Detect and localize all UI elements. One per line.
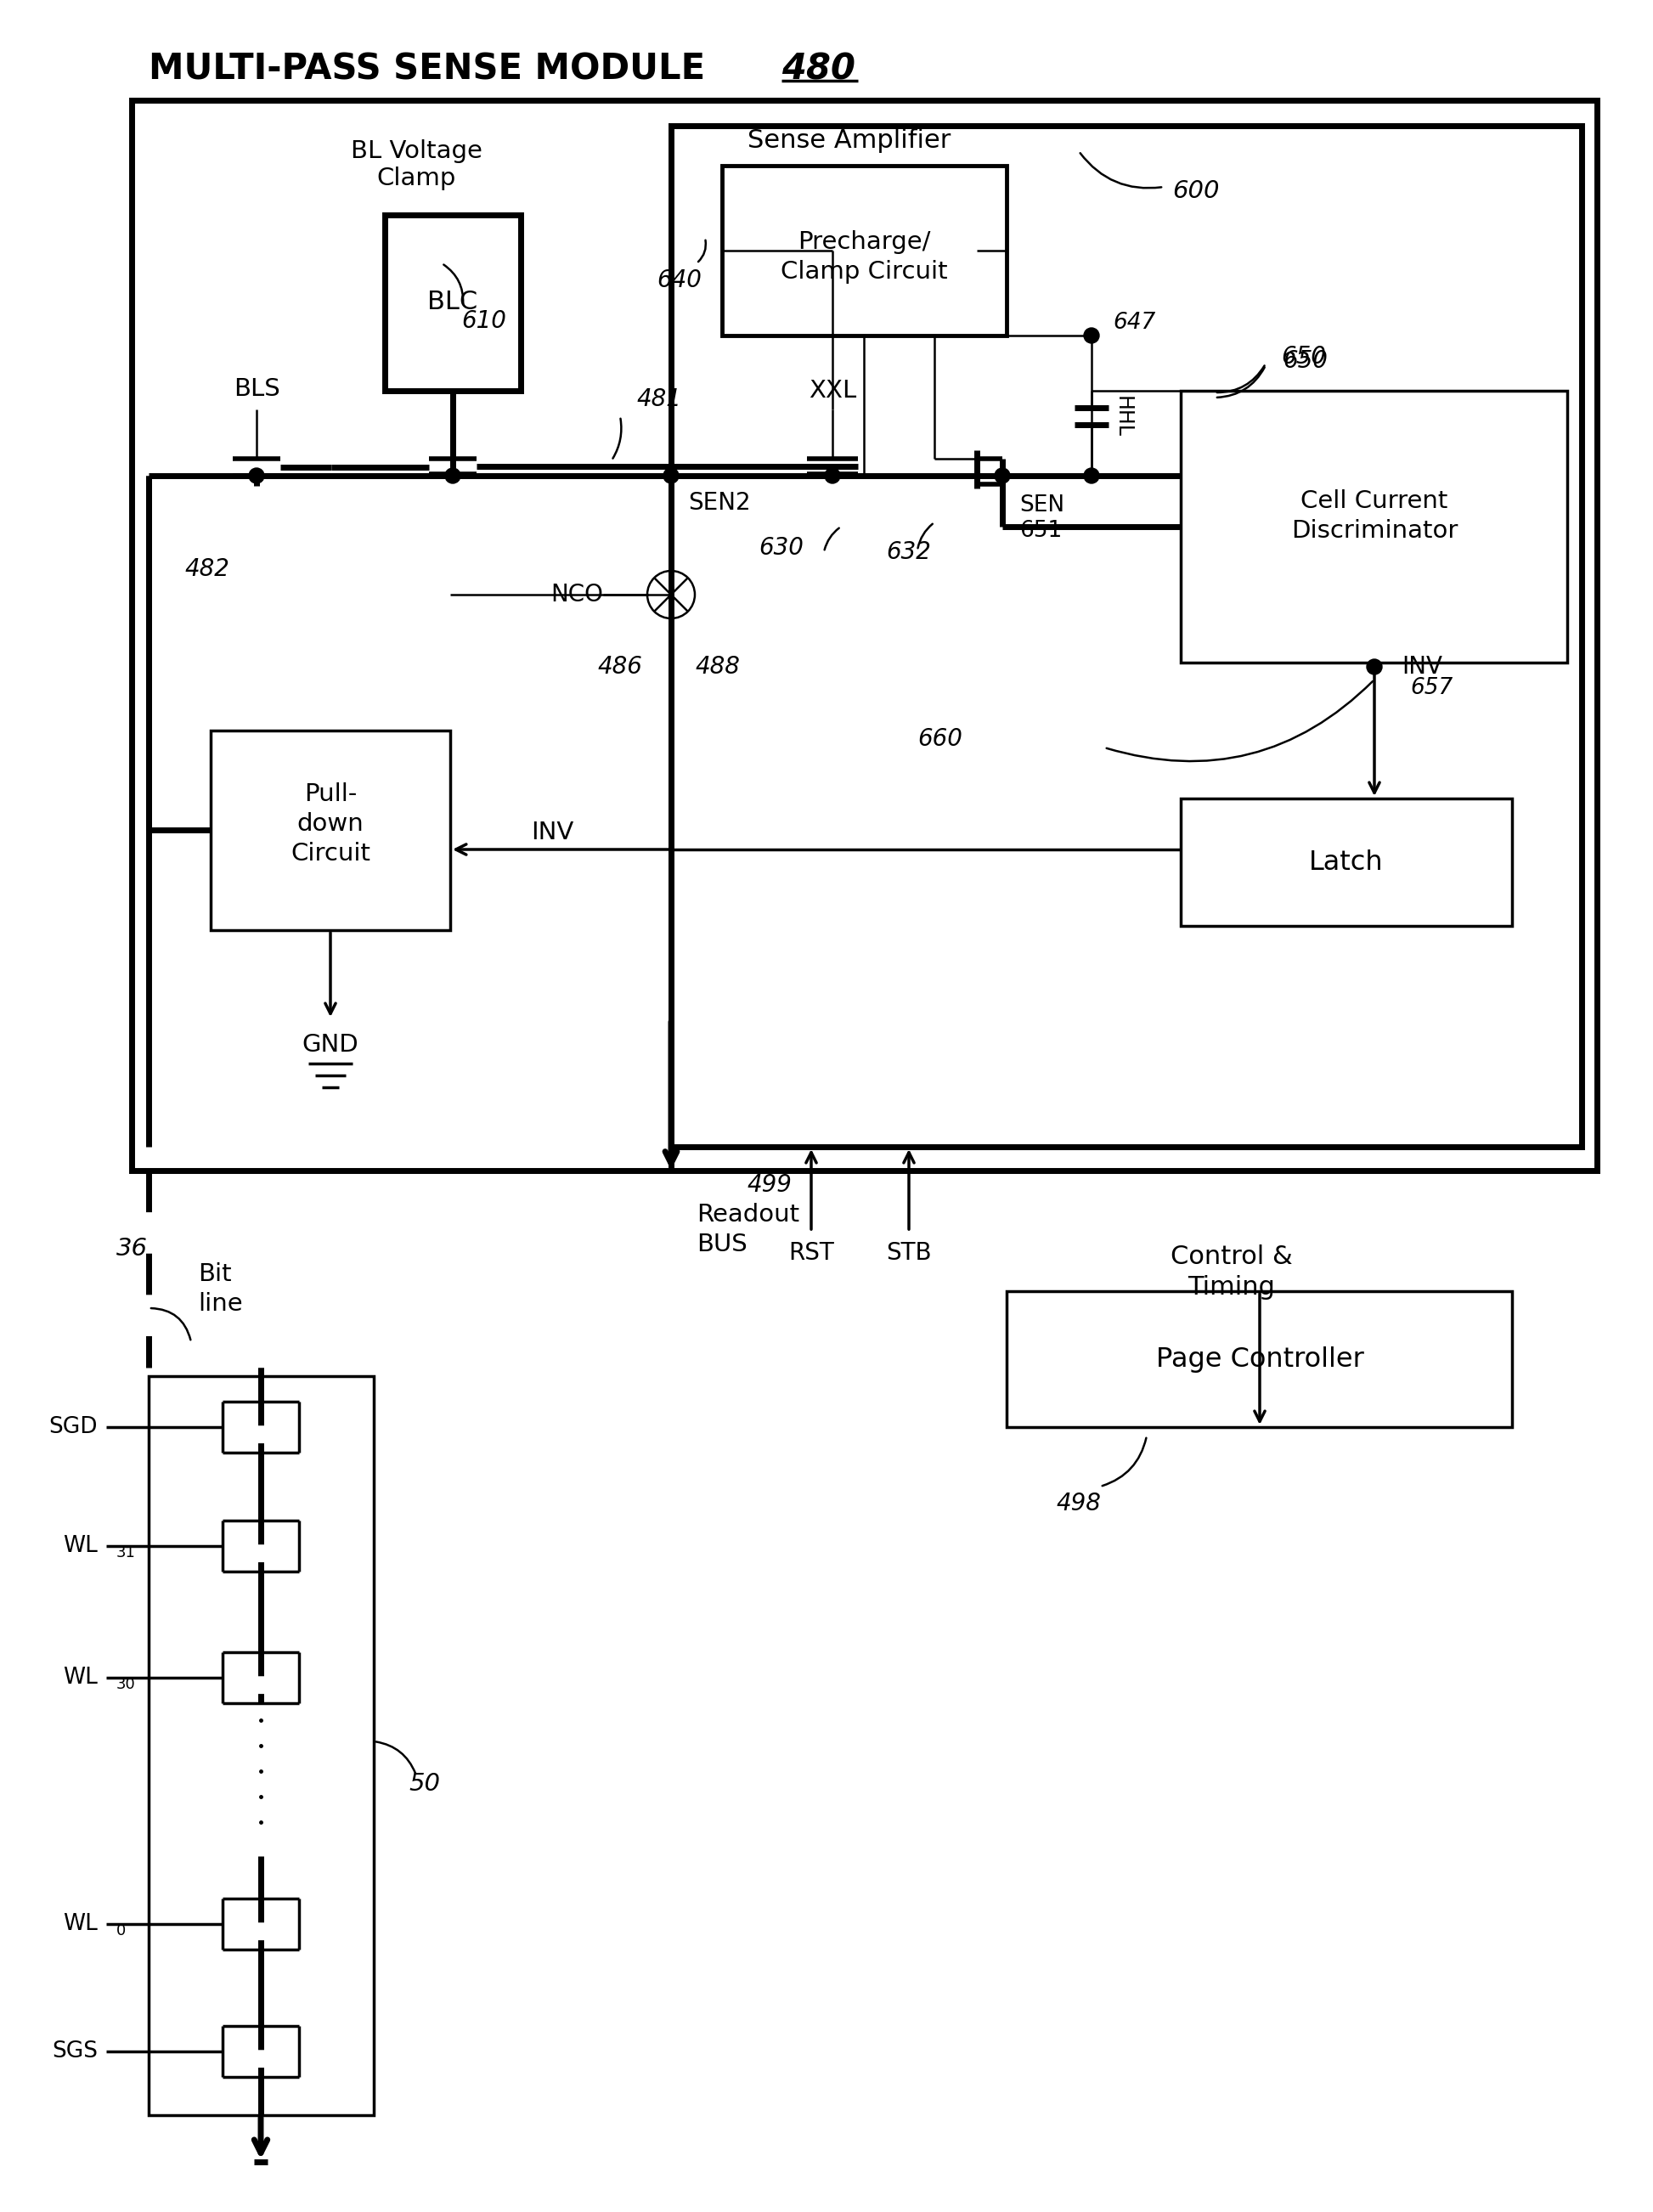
Text: 650: 650 xyxy=(1281,345,1326,369)
Bar xyxy=(1007,1292,1512,1427)
Text: BLS: BLS xyxy=(233,378,279,400)
Circle shape xyxy=(445,469,461,484)
Text: XXL: XXL xyxy=(808,378,856,403)
Text: BLC: BLC xyxy=(428,290,478,314)
Text: NCO: NCO xyxy=(550,582,603,606)
Text: 651: 651 xyxy=(1020,520,1061,542)
Text: 632: 632 xyxy=(886,540,931,564)
Bar xyxy=(149,1376,374,2115)
Text: Page Controller: Page Controller xyxy=(1155,1345,1364,1371)
Text: 482: 482 xyxy=(185,557,230,582)
Text: SEN: SEN xyxy=(1020,495,1065,515)
Bar xyxy=(385,215,521,392)
Bar xyxy=(722,166,1007,336)
Text: down: down xyxy=(298,812,364,836)
Text: Clamp Circuit: Clamp Circuit xyxy=(780,261,947,283)
Text: Sense Amplifier: Sense Amplifier xyxy=(747,128,950,153)
Text: 630: 630 xyxy=(759,535,803,560)
Text: 640: 640 xyxy=(658,268,703,292)
Text: 481: 481 xyxy=(636,387,683,411)
Text: 650: 650 xyxy=(1283,349,1327,374)
Text: 647: 647 xyxy=(1112,312,1155,334)
Bar xyxy=(671,126,1582,1146)
Bar xyxy=(132,100,1597,1170)
Text: SGD: SGD xyxy=(50,1416,98,1438)
Text: BL Voltage: BL Voltage xyxy=(350,139,483,164)
Text: 488: 488 xyxy=(696,655,741,679)
Text: Clamp: Clamp xyxy=(377,166,456,190)
Text: MULTI-PASS SENSE MODULE: MULTI-PASS SENSE MODULE xyxy=(149,51,717,88)
Text: line: line xyxy=(198,1292,243,1316)
Text: Pull-: Pull- xyxy=(304,783,357,805)
Text: Cell Current: Cell Current xyxy=(1301,489,1448,513)
Circle shape xyxy=(1084,469,1099,484)
Text: 30: 30 xyxy=(116,1677,136,1692)
Text: BUS: BUS xyxy=(696,1232,747,1256)
Text: GND: GND xyxy=(302,1033,359,1057)
Text: 657: 657 xyxy=(1410,677,1453,699)
Text: WL: WL xyxy=(63,1913,98,1936)
Circle shape xyxy=(995,469,1010,484)
Text: Readout: Readout xyxy=(696,1203,800,1228)
Text: Discriminator: Discriminator xyxy=(1291,520,1458,542)
Text: 660: 660 xyxy=(917,728,962,750)
Text: 31: 31 xyxy=(116,1546,136,1559)
Circle shape xyxy=(1367,659,1382,675)
Text: Latch: Latch xyxy=(1309,849,1384,876)
Bar xyxy=(1180,392,1567,664)
Text: Timing: Timing xyxy=(1189,1274,1276,1298)
Circle shape xyxy=(663,469,679,484)
Text: Circuit: Circuit xyxy=(291,843,370,865)
Circle shape xyxy=(1084,327,1099,343)
Bar xyxy=(210,730,450,931)
Text: 0: 0 xyxy=(116,1922,126,1938)
Circle shape xyxy=(825,469,840,484)
Text: 610: 610 xyxy=(461,310,506,334)
Text: 600: 600 xyxy=(1172,179,1220,204)
Text: INV: INV xyxy=(531,821,574,845)
Bar xyxy=(1180,799,1512,927)
Text: WL: WL xyxy=(63,1535,98,1557)
Text: Precharge/: Precharge/ xyxy=(797,230,931,254)
Text: RST: RST xyxy=(788,1241,835,1265)
Text: HHL: HHL xyxy=(1112,396,1134,438)
Text: INV: INV xyxy=(1402,655,1443,679)
Circle shape xyxy=(250,469,264,484)
Text: 486: 486 xyxy=(598,655,643,679)
Text: 36: 36 xyxy=(116,1237,147,1261)
Text: 498: 498 xyxy=(1056,1491,1101,1515)
Text: WL: WL xyxy=(63,1666,98,1688)
Text: SGS: SGS xyxy=(51,2039,98,2062)
Text: Bit: Bit xyxy=(198,1263,231,1285)
Text: Control &: Control & xyxy=(1170,1245,1293,1270)
Text: 480: 480 xyxy=(782,51,855,88)
Text: SEN2: SEN2 xyxy=(688,491,750,515)
Text: STB: STB xyxy=(886,1241,932,1265)
Text: 499: 499 xyxy=(747,1172,792,1197)
Text: 50: 50 xyxy=(408,1772,440,1796)
